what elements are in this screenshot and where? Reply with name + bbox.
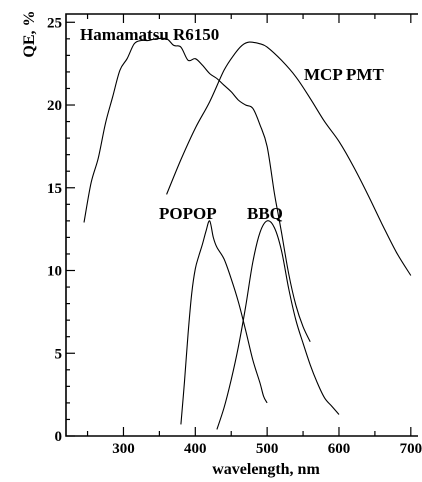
series-line-popop [180, 220, 268, 425]
annotation-bbq: BBQ [247, 204, 283, 223]
x-tick-label: 300 [112, 441, 135, 457]
data-curves [83, 37, 412, 430]
y-axis-label: QE, % [21, 10, 38, 57]
series-line-bbq [216, 220, 340, 430]
x-tick-label: 500 [256, 441, 279, 457]
axis-frame [65, 13, 418, 437]
axes [65, 13, 418, 437]
y-tick-label: 20 [47, 98, 62, 114]
y-tick-label: 5 [55, 346, 63, 362]
y-tick-label: 25 [47, 15, 62, 31]
y-tick-label: 10 [47, 264, 62, 280]
x-tick-label: 600 [328, 441, 351, 457]
annotation-mcp-pmt: MCP PMT [304, 65, 384, 84]
x-axis-label: wavelength, nm [212, 461, 320, 478]
annotation-hamamatsu-r6150: Hamamatsu R6150 [80, 25, 219, 44]
series-line-mcp-pmt [166, 41, 412, 276]
series-line-hamamatsu-r6150 [83, 37, 311, 342]
tick-marks [66, 14, 412, 437]
y-tick-label: 15 [47, 181, 62, 197]
y-tick-label: 0 [55, 429, 63, 445]
x-tick-label: 400 [184, 441, 207, 457]
annotation-popop: POPOP [159, 204, 217, 223]
tick-labels: 300 400 500 600 700 0 5 10 15 20 25 [47, 15, 422, 457]
x-tick-label: 700 [400, 441, 422, 457]
